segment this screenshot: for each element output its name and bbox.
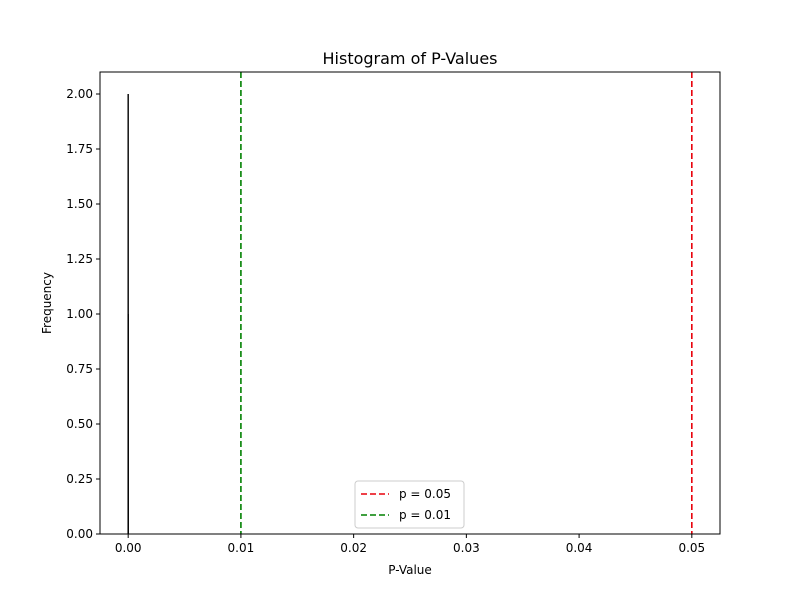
x-tick-label: 0.04 <box>566 541 593 555</box>
y-tick-label: 1.50 <box>66 197 93 211</box>
y-tick-label: 2.00 <box>66 87 93 101</box>
y-tick-label: 1.75 <box>66 142 93 156</box>
x-tick-label: 0.03 <box>453 541 480 555</box>
plot-frame <box>99 71 721 535</box>
x-tick-label: 0.05 <box>678 541 705 555</box>
legend: p = 0.05 p = 0.01 <box>354 480 465 529</box>
y-axis-ticks: 0.00 0.25 0.50 0.75 1.00 1.25 1.50 1.75 2.00 <box>66 87 100 541</box>
y-tick-label: 1.00 <box>66 307 93 321</box>
reference-lines-layer <box>240 72 693 534</box>
y-axis-label: Frequency <box>40 272 54 334</box>
x-axis-ticks: 0.00 0.01 0.02 0.03 0.04 0.05 <box>115 534 705 555</box>
chart-title: Histogram of P-Values <box>323 49 498 68</box>
y-tick-label: 0.75 <box>66 362 93 376</box>
y-tick-label: 1.25 <box>66 252 93 266</box>
legend-box <box>354 480 465 529</box>
legend-label-p-0.05: p = 0.05 <box>399 487 451 501</box>
y-tick-label: 0.00 <box>66 527 93 541</box>
x-tick-label: 0.00 <box>115 541 142 555</box>
x-tick-label: 0.01 <box>228 541 255 555</box>
y-tick-label: 0.50 <box>66 417 93 431</box>
legend-label-p-0.01: p = 0.01 <box>399 508 451 522</box>
x-tick-label: 0.02 <box>340 541 367 555</box>
x-axis-label: P-Value <box>388 563 432 577</box>
y-tick-label: 0.25 <box>66 472 93 486</box>
